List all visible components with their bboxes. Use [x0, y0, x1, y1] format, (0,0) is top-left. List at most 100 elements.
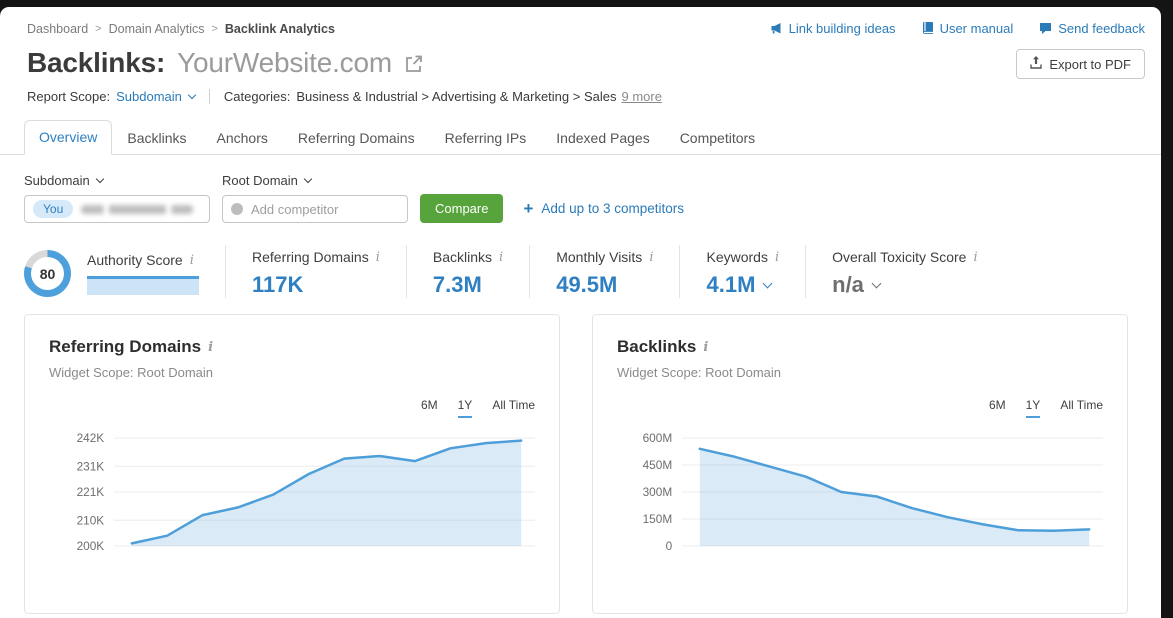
report-scope-select[interactable]: Subdomain — [116, 89, 197, 104]
user-manual-link[interactable]: User manual — [922, 21, 1014, 36]
you-scope-label: Subdomain — [24, 173, 90, 188]
add-competitors-link[interactable]: + Add up to 3 competitors — [523, 200, 684, 217]
chevron-down-icon — [303, 174, 313, 184]
export-icon — [1030, 56, 1043, 72]
svg-text:150M: 150M — [643, 512, 673, 526]
link-building-ideas-label: Link building ideas — [788, 21, 896, 36]
tab-referring-domains[interactable]: Referring Domains — [297, 130, 415, 146]
metric-referring-domains: Referring Domains i 117K — [225, 245, 406, 298]
backlinks-label: Backlinks — [432, 249, 493, 265]
backlinks-area-chart: 0 150M 300M 450M 600M — [643, 431, 1103, 553]
range-1y[interactable]: 1Y — [457, 398, 473, 418]
competitor-scope-label: Root Domain — [222, 173, 298, 188]
you-scope-select[interactable]: Subdomain — [24, 173, 210, 188]
referring-domains-range-selector: 6M 1Y All Time — [49, 398, 535, 418]
categories-more-link[interactable]: 9 more — [621, 89, 662, 104]
plus-icon: + — [523, 199, 534, 218]
title-row: Backlinks: YourWebsite.com Export to PDF — [0, 36, 1161, 81]
svg-text:450M: 450M — [643, 458, 673, 472]
keywords-value-text: 4.1M — [706, 272, 756, 297]
export-to-pdf-button[interactable]: Export to PDF — [1016, 49, 1145, 79]
referring-domains-card: Referring Domains i Widget Scope: Root D… — [24, 314, 560, 614]
breadcrumb-domain-analytics[interactable]: Domain Analytics — [108, 21, 205, 36]
info-icon[interactable]: i — [703, 339, 709, 355]
you-domain-group: Subdomain You — [24, 173, 210, 223]
range-all-time[interactable]: All Time — [1060, 398, 1103, 412]
svg-text:210K: 210K — [77, 513, 105, 527]
referring-domains-area-chart: 200K 210K 221K 231K 242K — [77, 431, 535, 553]
metric-monthly-visits: Monthly Visits i 49.5M — [529, 245, 679, 298]
backlinks-value[interactable]: 7.3M — [432, 272, 482, 297]
tab-anchors[interactable]: Anchors — [216, 130, 268, 146]
add-competitor-wrap — [222, 195, 408, 223]
authority-score-label: Authority Score — [87, 252, 183, 268]
tab-backlinks[interactable]: Backlinks — [127, 130, 187, 146]
book-icon — [922, 22, 934, 35]
page-title-prefix: Backlinks: — [27, 47, 166, 78]
info-icon[interactable]: i — [208, 339, 214, 355]
authority-score-bar — [87, 276, 199, 295]
chevron-down-icon — [762, 278, 773, 289]
report-scope-label: Report Scope: — [27, 89, 111, 104]
breadcrumb-backlink-analytics: Backlink Analytics — [224, 21, 335, 36]
range-all-time[interactable]: All Time — [492, 398, 535, 412]
referring-domains-value[interactable]: 117K — [252, 272, 304, 297]
external-link-icon[interactable] — [404, 49, 423, 81]
breadcrumb-dashboard[interactable]: Dashboard — [27, 21, 89, 36]
chart-cards: Referring Domains i Widget Scope: Root D… — [24, 314, 1128, 614]
backlinks-range-selector: 6M 1Y All Time — [617, 398, 1103, 418]
you-domain-blurred-text — [81, 204, 194, 214]
tab-indexed-pages[interactable]: Indexed Pages — [556, 130, 650, 146]
user-manual-label: User manual — [939, 21, 1014, 36]
svg-text:200K: 200K — [77, 539, 105, 553]
send-feedback-link[interactable]: Send feedback — [1039, 21, 1145, 36]
header-links: Link building ideas User manual Send fee… — [770, 21, 1145, 36]
keywords-label: Keywords — [706, 249, 768, 265]
metric-overall-toxicity-score: Overall Toxicity Score i n/a — [805, 245, 1004, 298]
toxicity-score-label: Overall Toxicity Score — [832, 249, 967, 265]
speech-bubble-icon — [1039, 22, 1052, 35]
chevron-down-icon — [871, 278, 882, 289]
metrics-bar: 80 Authority Score i Referring Domains i… — [24, 245, 1145, 298]
backlinks-card-title: Backlinks — [617, 337, 697, 356]
tab-overview[interactable]: Overview — [24, 120, 113, 155]
info-icon[interactable]: i — [774, 249, 780, 265]
metric-backlinks: Backlinks i 7.3M — [405, 245, 529, 298]
divider — [208, 89, 210, 104]
tab-referring-ips[interactable]: Referring IPs — [444, 130, 527, 146]
breadcrumb-separator: > — [211, 22, 218, 35]
add-competitor-input[interactable] — [222, 195, 408, 223]
tab-competitors[interactable]: Competitors — [679, 130, 756, 146]
send-feedback-label: Send feedback — [1058, 21, 1145, 36]
range-6m[interactable]: 6M — [988, 398, 1006, 412]
range-6m[interactable]: 6M — [420, 398, 438, 412]
range-1y[interactable]: 1Y — [1025, 398, 1041, 418]
info-icon[interactable]: i — [189, 252, 194, 268]
keywords-value[interactable]: 4.1M — [706, 272, 779, 298]
page-title: Backlinks: YourWebsite.com — [27, 45, 423, 81]
toxicity-score-value[interactable]: n/a — [832, 272, 978, 298]
backlinks-widget-scope: Widget Scope: Root Domain — [617, 365, 782, 380]
tab-bar: Overview Backlinks Anchors Referring Dom… — [0, 120, 1161, 155]
you-domain-field[interactable]: You — [24, 195, 210, 223]
monthly-visits-label: Monthly Visits — [556, 249, 643, 265]
info-icon[interactable]: i — [499, 249, 504, 265]
competitor-scope-select[interactable]: Root Domain — [222, 173, 408, 188]
monthly-visits-value[interactable]: 49.5M — [556, 272, 618, 297]
referring-domains-card-title: Referring Domains — [49, 337, 202, 356]
compare-button[interactable]: Compare — [420, 194, 504, 223]
svg-text:231K: 231K — [77, 459, 105, 473]
authority-score-value: 80 — [31, 257, 64, 290]
add-competitors-label: Add up to 3 competitors — [541, 201, 684, 216]
info-icon[interactable]: i — [973, 249, 978, 265]
link-building-ideas-link[interactable]: Link building ideas — [770, 21, 896, 36]
competitor-avatar-placeholder-icon — [231, 203, 243, 215]
svg-text:300M: 300M — [643, 485, 673, 499]
info-icon[interactable]: i — [649, 249, 654, 265]
referring-domains-label: Referring Domains — [252, 249, 369, 265]
referring-domains-widget-scope: Widget Scope: Root Domain — [49, 365, 214, 380]
megaphone-icon — [770, 22, 783, 35]
categories-path: Business & Industrial > Advertising & Ma… — [296, 89, 617, 104]
svg-text:0: 0 — [666, 539, 673, 553]
info-icon[interactable]: i — [375, 249, 380, 265]
